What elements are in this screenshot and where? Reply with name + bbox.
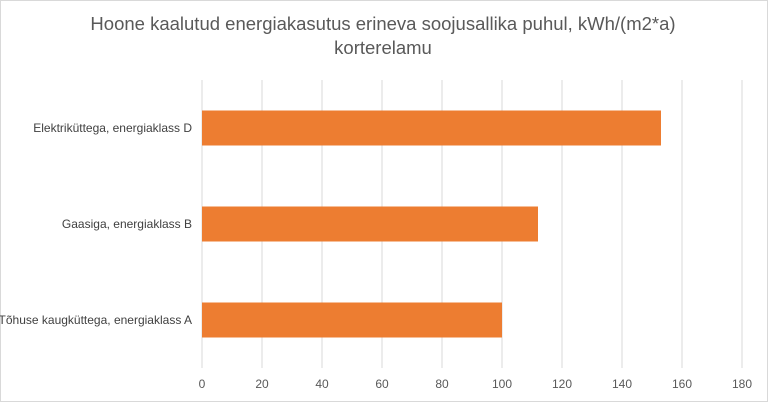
x-tick-label-180: 180 bbox=[732, 377, 752, 391]
category-label-3: Tõhuse kaugküttega, energiaklass A bbox=[0, 313, 192, 327]
bar-2 bbox=[202, 206, 538, 242]
chart-title-line-1: Hoone kaalutud energiakasutus erineva so… bbox=[90, 13, 676, 34]
x-tick-label-40: 40 bbox=[315, 377, 329, 391]
category-label-2: Gaasiga, energiaklass B bbox=[62, 217, 192, 231]
x-tick-label-0: 0 bbox=[199, 377, 206, 391]
x-tick-label-160: 160 bbox=[672, 377, 692, 391]
chart-title: Hoone kaalutud energiakasutus erineva so… bbox=[0, 12, 766, 60]
x-tick-label-120: 120 bbox=[552, 377, 572, 391]
bar-1 bbox=[202, 110, 661, 146]
x-tick-label-60: 60 bbox=[375, 377, 389, 391]
bar-3 bbox=[202, 302, 502, 338]
chart-title-line-2: korterelamu bbox=[334, 37, 432, 58]
x-tick-label-100: 100 bbox=[492, 377, 512, 391]
x-tick-label-20: 20 bbox=[255, 377, 269, 391]
x-tick-label-140: 140 bbox=[612, 377, 632, 391]
x-tick-label-80: 80 bbox=[435, 377, 449, 391]
category-label-1: Elektriküttega, energiaklass D bbox=[33, 121, 192, 135]
